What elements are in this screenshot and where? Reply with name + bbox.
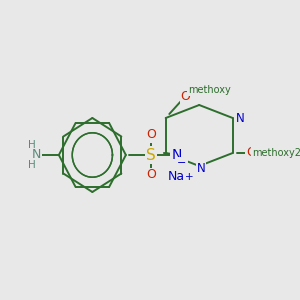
Text: O: O	[146, 128, 156, 142]
Text: methoxy: methoxy	[188, 85, 230, 95]
Text: N: N	[236, 112, 244, 124]
Text: O: O	[246, 146, 256, 160]
Text: N: N	[171, 148, 182, 162]
Text: methoxy2: methoxy2	[252, 148, 300, 158]
Text: N: N	[196, 161, 206, 175]
Text: H: H	[28, 160, 36, 170]
Text: N: N	[32, 148, 41, 161]
Text: +: +	[185, 172, 194, 182]
Text: O: O	[146, 169, 156, 182]
Text: H: H	[28, 140, 36, 150]
Text: S: S	[146, 148, 156, 163]
Text: Na: Na	[168, 170, 185, 184]
Text: −: −	[177, 158, 187, 168]
Text: O: O	[181, 89, 190, 103]
